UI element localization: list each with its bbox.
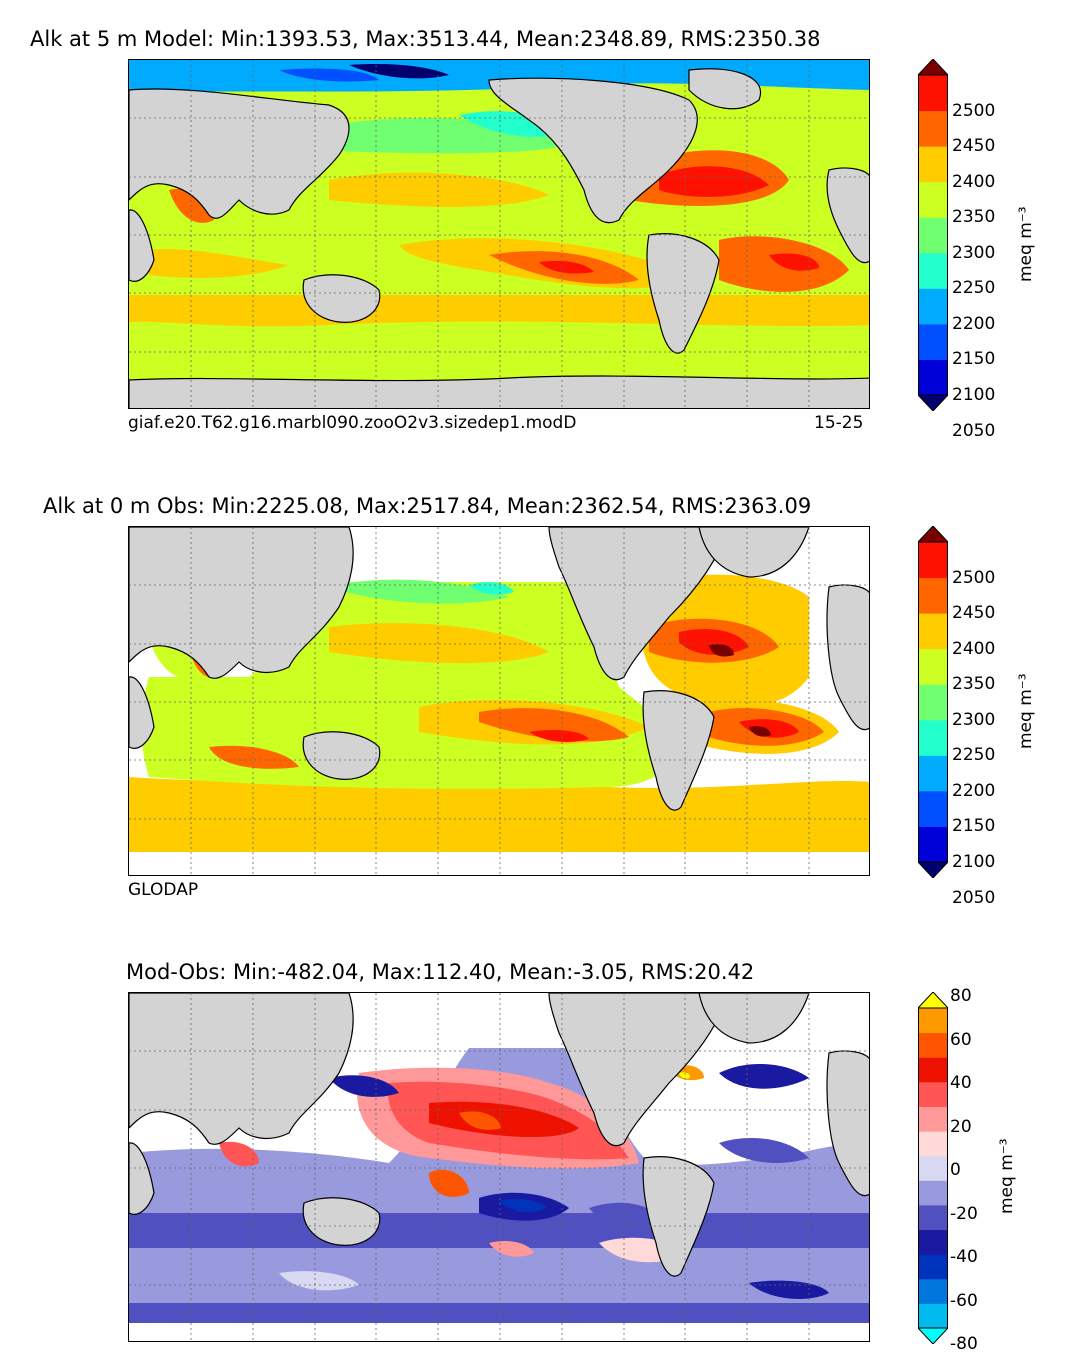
panel1-map [128, 59, 870, 409]
colorbar-tick-label: -80 [950, 1334, 978, 1354]
colorbar-segment [918, 1155, 948, 1181]
colorbar-tick-label: -20 [950, 1203, 978, 1224]
colorbar-segment [918, 790, 948, 827]
colorbar-tick-label: 2350 [952, 207, 996, 228]
panel3-colorbar-unit: meq m⁻³ [997, 1138, 1017, 1214]
colorbar-segment [918, 1131, 948, 1157]
panel1-colorbar-unit: meq m⁻³ [1016, 206, 1036, 282]
colorbar-segment [918, 75, 948, 112]
colorbar-segment [918, 323, 948, 360]
panel3-map [128, 992, 870, 1342]
colorbar-tick-label: 2150 [952, 816, 996, 837]
colorbar-segment [918, 1254, 948, 1280]
colorbar-tick-label: 20 [950, 1116, 972, 1137]
colorbar-segment [918, 1081, 948, 1107]
colorbar-segment [918, 1106, 948, 1132]
colorbar-tick-label: 80 [950, 986, 972, 1006]
colorbar-tick-label: 2200 [952, 313, 996, 334]
colorbar-tick-label: 2450 [952, 603, 996, 624]
colorbar-segment [918, 1180, 948, 1206]
colorbar-segment [918, 146, 948, 183]
colorbar-tick-label: 2200 [952, 780, 996, 801]
colorbar-tick-label: 2250 [952, 745, 996, 766]
colorbar-segment [918, 577, 948, 614]
colorbar-tick-label: 40 [950, 1073, 972, 1093]
colorbar-extend-high [916, 58, 950, 76]
colorbar-segment [918, 648, 948, 685]
panel2-map [128, 526, 870, 876]
colorbar-segment [918, 826, 948, 863]
colorbar-tick-label: 2500 [952, 567, 996, 588]
colorbar-segment [918, 719, 948, 756]
colorbar-tick-label: -40 [950, 1247, 978, 1267]
panel1-title: Alk at 5 m Model: Min:1393.53, Max:3513.… [30, 27, 821, 51]
colorbar-segment [918, 181, 948, 218]
panel3-title: Mod-Obs: Min:-482.04, Max:112.40, Mean:-… [126, 960, 755, 984]
colorbar-segment [918, 359, 948, 396]
colorbar-segment [918, 1057, 948, 1083]
colorbar-segment [918, 1204, 948, 1231]
colorbar-frame [918, 541, 948, 863]
colorbar-tick-label: 2100 [952, 385, 996, 405]
colorbar-segment [918, 288, 948, 325]
colorbar-tick-label: 2150 [952, 349, 996, 370]
colorbar-segment [918, 252, 948, 289]
colorbar-tick-label: 2050 [952, 887, 996, 908]
colorbar-tick-label: -60 [950, 1290, 978, 1311]
colorbar-segment [918, 1278, 948, 1304]
colorbar-segment [918, 1008, 948, 1034]
colorbar-segment [918, 684, 948, 721]
colorbar-segment [918, 1032, 948, 1058]
panel1-colorbar [916, 58, 950, 412]
panel2-caption-left: GLODAP [128, 880, 199, 900]
panel2-colorbar-unit: meq m⁻³ [1016, 673, 1036, 749]
colorbar-segment [918, 1229, 948, 1255]
panel3-colorbar [916, 991, 950, 1345]
colorbar-tick-label: 2300 [952, 242, 996, 263]
colorbar-tick-label: 2500 [952, 100, 996, 121]
colorbar-segment [918, 217, 948, 254]
colorbar-extend-low [916, 861, 950, 879]
colorbar-frame [918, 74, 948, 396]
colorbar-extend-low [916, 1327, 950, 1345]
colorbar-segment [918, 110, 948, 147]
colorbar-tick-label: 2450 [952, 136, 996, 157]
colorbar-extend-low [916, 394, 950, 412]
colorbar-segment [918, 1303, 948, 1329]
panel1-caption-left: giaf.e20.T62.g16.marbl090.zooO2v3.sizede… [128, 413, 577, 433]
colorbar-extend-high [916, 991, 950, 1009]
colorbar-tick-label: 2100 [952, 852, 996, 872]
colorbar-frame [918, 1007, 948, 1329]
panel1-caption-right: 15-25 [814, 413, 864, 433]
colorbar-tick-label: 60 [950, 1029, 972, 1050]
colorbar-tick-label: 2400 [952, 638, 996, 659]
colorbar-tick-label: 2050 [952, 420, 996, 441]
colorbar-tick-label: 2250 [952, 278, 996, 299]
colorbar-tick-label: 2300 [952, 709, 996, 730]
colorbar-extend-high [916, 525, 950, 543]
panel2-title: Alk at 0 m Obs: Min:2225.08, Max:2517.84… [43, 494, 812, 518]
colorbar-tick-label: 2350 [952, 674, 996, 695]
colorbar-segment [918, 542, 948, 579]
colorbar-tick-label: 0 [950, 1160, 961, 1180]
colorbar-tick-label: 2400 [952, 171, 996, 192]
colorbar-segment [918, 613, 948, 650]
colorbar-segment [918, 755, 948, 792]
panel2-colorbar [916, 525, 950, 879]
